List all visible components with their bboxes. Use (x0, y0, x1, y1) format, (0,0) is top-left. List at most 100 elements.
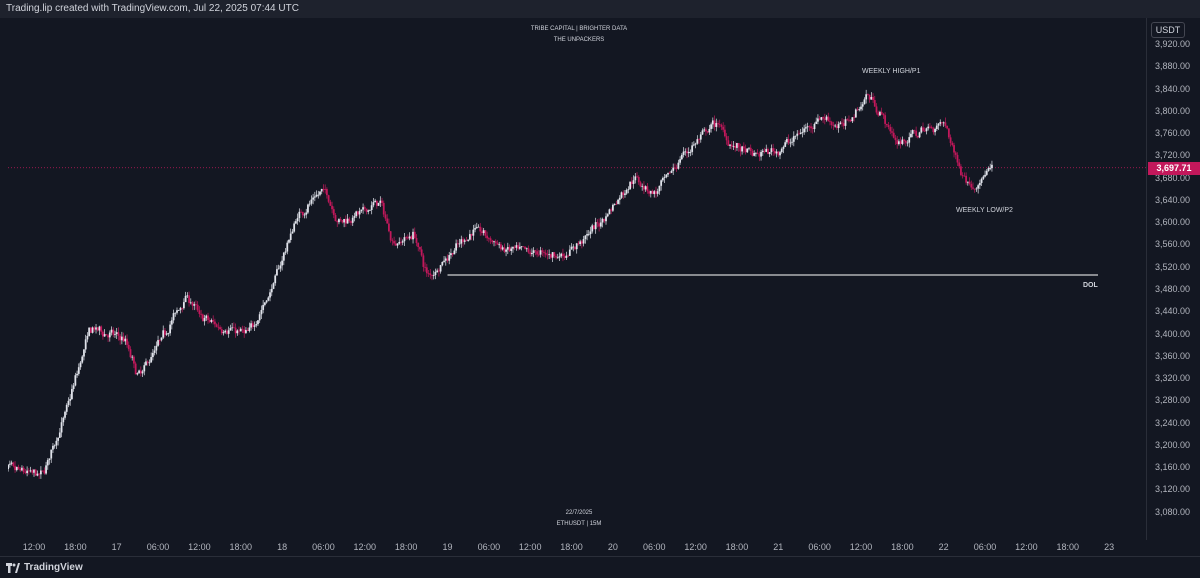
price-tick: 3,920.00 (1155, 39, 1191, 49)
tradingview-logo[interactable]: TradingView (6, 562, 83, 573)
candle-body (251, 323, 254, 327)
candle-body (513, 246, 516, 248)
candle-body (186, 295, 189, 297)
candle-body (920, 127, 923, 133)
price-tick: 3,480.00 (1155, 283, 1191, 294)
candle-body (253, 325, 256, 327)
candle-body (594, 222, 597, 230)
candle-body (618, 197, 621, 200)
candle-body (389, 231, 392, 241)
candle-body (12, 462, 15, 466)
candle-body (725, 136, 728, 141)
candle-body (815, 121, 818, 124)
candle-body (41, 470, 44, 472)
candle-body (777, 151, 780, 156)
candle-body (694, 143, 697, 145)
candle-body (827, 116, 830, 122)
time-tick: 12:00 (353, 542, 377, 552)
candle-body (512, 246, 514, 249)
candle-body (322, 188, 325, 190)
candle-body (484, 230, 487, 236)
candle-body (539, 250, 542, 255)
time-tick: 12:00 (684, 542, 707, 552)
candle-body (727, 140, 730, 146)
candle-body (110, 329, 113, 333)
candle-body (263, 302, 266, 305)
candle-body (207, 315, 209, 320)
candle-body (343, 218, 346, 223)
candle-body (238, 330, 240, 332)
time-axis[interactable]: 12:00 18:00 17 06:00 12:00 18:00 18 06:00 12:00 1… (8, 540, 1147, 556)
candle-body (751, 150, 754, 156)
candle-body (460, 239, 463, 244)
candle-body (451, 253, 454, 255)
candle-body (388, 223, 390, 232)
candle-body (813, 123, 816, 130)
candle-body (369, 209, 371, 211)
candle-body (692, 144, 695, 146)
candle-body (334, 214, 337, 222)
candle-body (942, 122, 945, 124)
chart-plot-area[interactable]: TRIBE CAPITAL | BRIGHTER DATA THE UNPACK… (8, 18, 1147, 540)
candle-body (177, 310, 180, 311)
candle-body (53, 445, 56, 447)
currency-button[interactable]: USDT (1151, 22, 1185, 38)
candle-body (245, 329, 247, 333)
candle-body (126, 338, 128, 345)
candle-body (663, 177, 666, 178)
candle-body (503, 247, 506, 252)
candle-body (58, 432, 61, 438)
candle-body (536, 251, 538, 255)
candle-body (798, 133, 800, 135)
price-tick: 3,240.00 (1155, 417, 1191, 428)
candle-body (801, 132, 804, 133)
candle-body (655, 191, 657, 194)
candle-body (684, 151, 687, 153)
candle-body (973, 188, 976, 190)
candle-body (715, 123, 718, 127)
candle-body (987, 168, 990, 171)
candle-body (470, 234, 473, 236)
candle-body (658, 185, 661, 192)
candle-body (370, 205, 373, 210)
candle-body (100, 326, 103, 332)
candle-body (706, 131, 709, 133)
candle-body (479, 226, 482, 232)
footer-bar: TradingView (0, 556, 1200, 578)
candle-body (291, 231, 294, 234)
candle-body (675, 167, 678, 169)
candle-body (679, 159, 681, 163)
candle-body (753, 152, 756, 156)
candlestick-chart[interactable] (8, 18, 1147, 540)
candle-body (617, 199, 619, 204)
time-tick: 17 (111, 542, 122, 552)
candle-body (863, 99, 866, 105)
candle-body (939, 122, 942, 124)
candle-body (916, 135, 919, 138)
candle-body (915, 130, 918, 136)
price-tick: 3,440.00 (1155, 306, 1191, 317)
candle-body (839, 122, 842, 125)
candle-body (810, 126, 812, 129)
candle-body (353, 216, 356, 218)
candle-body (212, 320, 215, 322)
candle-body (582, 239, 585, 244)
candle-body (644, 186, 647, 190)
candle-body (991, 164, 993, 169)
candle-body (596, 222, 599, 224)
candle-body (870, 96, 873, 100)
candle-body (799, 132, 802, 135)
candle-body (474, 228, 476, 230)
candle-body (487, 238, 490, 240)
price-axis[interactable]: 3,920.00 3,880.00 3,840.00 3,800.00 3,760.00… (1147, 18, 1200, 540)
candle-body (961, 175, 964, 176)
candle-body (146, 361, 149, 363)
candle-body (630, 181, 633, 184)
candle-body (823, 118, 826, 120)
candle-body (803, 128, 806, 133)
candle-body (255, 324, 258, 326)
candle-body (17, 466, 20, 469)
candle-body (761, 150, 764, 153)
candle-body (272, 283, 275, 289)
candle-body (520, 246, 523, 248)
